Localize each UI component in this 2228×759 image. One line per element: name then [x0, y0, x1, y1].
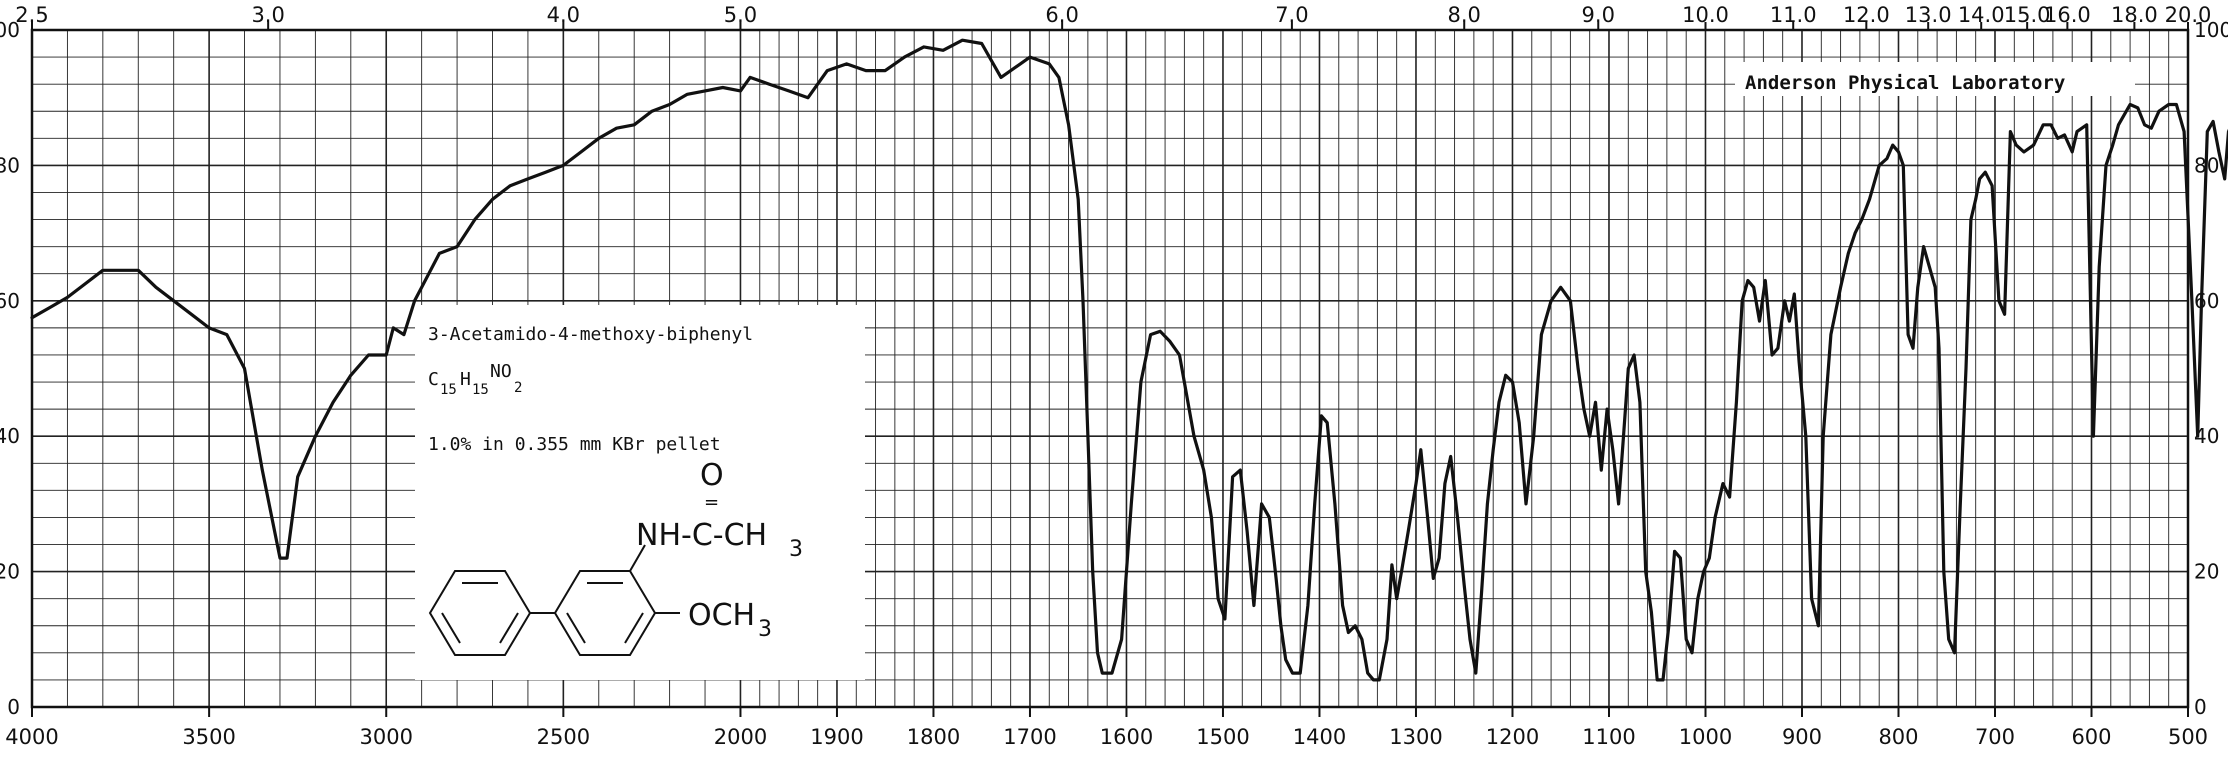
right-tick-label: 60 — [2194, 289, 2219, 313]
top-tick-label: 4.0 — [547, 3, 580, 27]
top-tick-label: 14.0 — [1958, 3, 2005, 27]
left-tick-label: 20 — [0, 560, 20, 584]
formula-o-count: 2 — [514, 380, 522, 396]
molecular-formula: C 15 H 15 NO 2 — [428, 361, 522, 398]
left-tick-label: 100 — [0, 18, 20, 42]
left-tick-label: 60 — [0, 289, 20, 313]
top-tick-label: 8.0 — [1448, 3, 1481, 27]
bottom-tick-label: 800 — [1878, 725, 1918, 749]
bottom-tick-label: 1000 — [1679, 725, 1732, 749]
left-tick-label: 40 — [0, 424, 20, 448]
right-tick-label: 100 — [2194, 18, 2228, 42]
top-tick-label: 20.0 — [2165, 3, 2212, 27]
spectrum-series — [30, 38, 2228, 682]
acetamido-group: NH-C-CH — [636, 518, 767, 553]
top-tick-label: 18.0 — [2111, 3, 2158, 27]
left-tick-label: 80 — [0, 153, 20, 177]
top-tick-label: 15.0 — [2004, 3, 2051, 27]
nh-bond — [629, 544, 646, 572]
top-tick-label: 7.0 — [1275, 3, 1308, 27]
plot-frame — [30, 28, 2190, 709]
top-tick-label: 2.5 — [15, 3, 48, 27]
bottom-tick-label: 4000 — [5, 725, 58, 749]
bottom-tick-label: 1100 — [1582, 725, 1635, 749]
bottom-tick-label: 1500 — [1196, 725, 1249, 749]
bottom-tick-label: 2500 — [537, 725, 590, 749]
carbonyl-o: O — [700, 458, 724, 493]
acetamido-ch3-subscript: 3 — [789, 537, 803, 562]
bottom-tick-label: 1700 — [1003, 725, 1056, 749]
ring-right-double-bond-2 — [624, 612, 644, 644]
top-tick-label: 9.0 — [1582, 3, 1615, 27]
top-tick-label: 6.0 — [1045, 3, 1078, 27]
compound-name: 3-Acetamido-4-methoxy-biphenyl — [428, 324, 753, 345]
formula-h-count: 15 — [472, 382, 489, 398]
lab-label-background — [1735, 62, 2135, 96]
top-tick-label: 12.0 — [1843, 3, 1890, 27]
left-tick-label: 0 — [7, 695, 20, 719]
spectrum-line — [30, 38, 2228, 682]
bottom-tick-label: 1400 — [1293, 725, 1346, 749]
ring-left-double-bond-2 — [499, 612, 519, 644]
lab-label: Anderson Physical Laboratory — [1745, 72, 2065, 94]
formula-c-count: 15 — [440, 382, 457, 398]
sample-info: 1.0% in 0.355 mm KBr pellet — [428, 434, 721, 455]
top-tick-label: 11.0 — [1770, 3, 1817, 27]
bottom-tick-label: 1600 — [1100, 725, 1153, 749]
bottom-tick-label: 3000 — [360, 725, 413, 749]
ring-right-double-bond-3 — [566, 612, 586, 644]
top-tick-label: 10.0 — [1682, 3, 1729, 27]
bottom-tick-label: 1800 — [907, 725, 960, 749]
left-axis-ticks: 0 20 40 60 80 100 — [0, 18, 20, 719]
bottom-axis-ticks: 4000 3500 3000 2500 2000 1900 1800 1700 1600 1500… — [5, 707, 2208, 749]
top-tick-label: 5.0 — [724, 3, 757, 27]
bottom-tick-label: 1900 — [810, 725, 863, 749]
bottom-tick-label: 500 — [2168, 725, 2208, 749]
info-box — [415, 305, 865, 680]
bottom-tick-label: 600 — [2071, 725, 2111, 749]
bottom-tick-label: 900 — [1782, 725, 1822, 749]
top-tick-label: 16.0 — [2044, 3, 2091, 27]
right-tick-label: 0 — [2194, 695, 2207, 719]
bottom-tick-label: 1200 — [1486, 725, 1539, 749]
formula-c: C — [428, 369, 439, 390]
formula-h: H — [460, 369, 471, 390]
top-tick-label: 3.0 — [251, 3, 284, 27]
bottom-tick-label: 2000 — [714, 725, 767, 749]
methoxy-subscript: 3 — [758, 617, 772, 642]
top-axis-ticks: 2.5 3.0 4.0 5.0 6.0 7.0 8.0 9.0 10.0 11.0 12.0 13.0… — [15, 3, 2211, 30]
methoxy-group: OCH — [688, 598, 755, 633]
biphenyl-structure — [428, 544, 680, 656]
bottom-tick-label: 3500 — [182, 725, 235, 749]
formula-no: NO — [490, 361, 512, 382]
carbonyl-double-bond: = — [704, 492, 719, 513]
top-tick-label: 13.0 — [1905, 3, 1952, 27]
right-tick-label: 20 — [2194, 560, 2219, 584]
ring-left-double-bond-3 — [441, 612, 461, 644]
bottom-tick-label: 700 — [1975, 725, 2015, 749]
bottom-tick-label: 1300 — [1389, 725, 1442, 749]
